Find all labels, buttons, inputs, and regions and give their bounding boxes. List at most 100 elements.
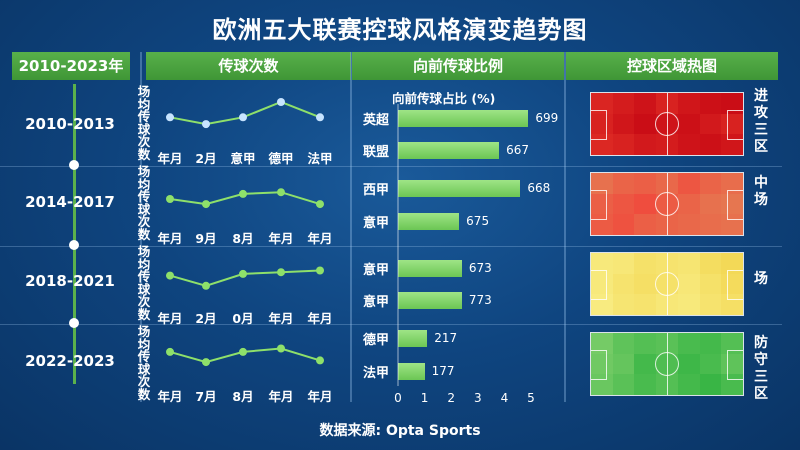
heatmap-cell <box>591 273 613 295</box>
timeline-dot <box>69 160 79 170</box>
data-point <box>166 113 174 122</box>
data-point <box>239 347 247 356</box>
x-tick-label: 0月 <box>232 311 254 326</box>
x-tick-label: 年月 <box>307 389 333 404</box>
bar-category-label: 联盟 <box>362 145 389 160</box>
x-tick-label: 8月 <box>232 231 254 246</box>
heatmap-cell <box>634 113 657 135</box>
heatmap-cell <box>634 333 657 354</box>
data-point <box>166 271 174 280</box>
y-axis-label: 场均传球次数 <box>137 244 151 322</box>
y-axis-label: 场均传球次数 <box>137 164 151 242</box>
heatmap-cell <box>656 374 678 395</box>
heatmap-cell <box>656 333 678 354</box>
heatmap-cell <box>612 374 635 395</box>
heatmap-cell <box>612 193 635 215</box>
bar-value-label: 217 <box>434 331 458 345</box>
x-tick-label: 3 <box>473 391 482 405</box>
bar-category-label: 法甲 <box>362 366 389 381</box>
x-tick-label: 年月 <box>268 311 294 326</box>
data-point <box>239 189 247 198</box>
x-tick-label: 法甲 <box>307 151 333 166</box>
bar <box>398 180 521 197</box>
header-heatmap: 控球区域热图 <box>566 52 778 80</box>
x-tick-label: 4 <box>500 391 509 405</box>
row-divider <box>0 166 782 167</box>
bar <box>398 213 460 230</box>
pitch-marking <box>591 350 607 380</box>
data-point <box>239 269 247 278</box>
data-point <box>202 358 210 367</box>
bar-value-label: 667 <box>506 143 529 157</box>
x-tick-label: 年月 <box>268 389 294 404</box>
heatmap-cell <box>721 253 743 274</box>
x-tick-label: 年月 <box>157 151 183 166</box>
zone-label: 进攻三区 <box>754 88 768 155</box>
bar <box>398 363 425 380</box>
heatmap-cell <box>699 214 722 235</box>
data-point <box>166 347 174 356</box>
column-divider <box>140 52 142 402</box>
pitch-marking <box>655 272 679 296</box>
x-tick-label: 意甲 <box>230 151 256 166</box>
period-label: 2018-2021 <box>25 272 115 290</box>
heatmap-cell <box>591 113 613 135</box>
heatmap-cell <box>721 273 743 295</box>
timeline-dot <box>69 240 79 250</box>
zone-label: 中场 <box>754 175 768 208</box>
heatmap-cell <box>591 173 613 194</box>
heatmap-cell <box>612 294 635 315</box>
data-point <box>316 266 324 275</box>
data-point <box>316 113 324 122</box>
heatmap-cell <box>677 113 700 135</box>
heatmap-cell <box>634 294 657 315</box>
x-tick-label: 0 <box>394 391 402 405</box>
data-point <box>277 268 285 277</box>
pitch-marking <box>591 110 607 140</box>
data-point <box>202 281 210 290</box>
heatmap-cell <box>721 173 743 194</box>
heatmap-pitch <box>590 92 744 156</box>
x-tick-label: 2月 <box>195 151 217 166</box>
heatmap-cell <box>699 134 722 155</box>
heatmap-cell <box>656 294 678 315</box>
heatmap-cell <box>699 173 722 194</box>
heatmap-cell <box>612 353 635 375</box>
heatmap-cell <box>656 173 678 194</box>
bar-value-label: 177 <box>431 364 455 378</box>
period-label: 2010-2013 <box>25 115 115 133</box>
x-tick-label: 2 <box>447 391 455 405</box>
heatmap-cell <box>721 113 743 135</box>
heatmap-cell <box>612 333 635 354</box>
x-tick-label: 年月 <box>307 231 333 246</box>
heatmap-cell <box>634 173 657 194</box>
bar <box>398 260 462 277</box>
heatmap-cell <box>721 93 743 114</box>
heatmap-cell <box>591 193 613 215</box>
heatmap-cell <box>677 134 700 155</box>
data-point <box>166 195 174 203</box>
bar <box>398 110 529 127</box>
bar-category-label: 西甲 <box>362 183 389 198</box>
heatmap-cell <box>699 374 722 395</box>
heatmap-cell <box>612 134 635 155</box>
y-axis-label: 场均传球次数 <box>137 324 151 402</box>
bar-value-label: 673 <box>468 261 492 275</box>
heatmap-cell <box>699 353 722 375</box>
heatmap-cell <box>677 333 700 354</box>
heatmap-cell <box>656 134 678 155</box>
bar-category-label: 德甲 <box>362 333 389 348</box>
bar <box>398 142 500 159</box>
heatmap-cell <box>677 273 700 295</box>
column-divider <box>350 52 352 402</box>
heatmap-cell <box>656 253 678 274</box>
heatmap-cell <box>677 93 700 114</box>
heatmap-cell <box>677 193 700 215</box>
bar-category-label: 英超 <box>362 113 389 128</box>
pitch-marking <box>655 112 679 136</box>
source-note: 数据来源: Opta Sports <box>319 423 481 439</box>
data-point <box>316 356 324 365</box>
heatmap-cell <box>634 93 657 114</box>
pitch-marking <box>727 110 743 140</box>
heatmap-cell <box>634 214 657 235</box>
